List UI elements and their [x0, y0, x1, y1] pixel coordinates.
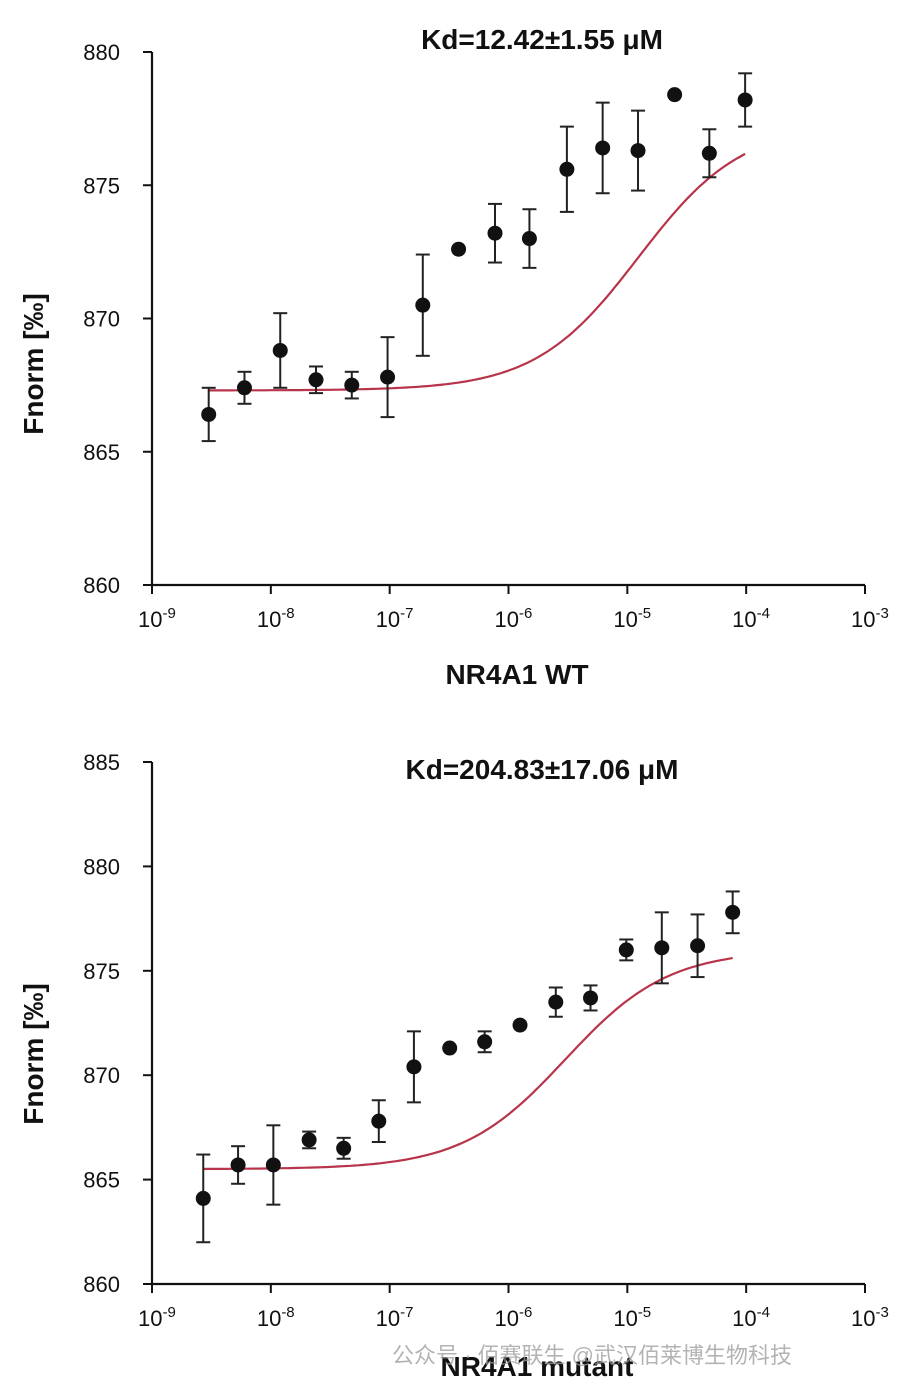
data-point	[667, 87, 683, 103]
data-point	[654, 940, 670, 956]
y-tick-label: 885	[83, 750, 120, 775]
x-tick-base: 10	[851, 607, 875, 632]
x-tick-base: 10	[732, 1306, 756, 1331]
chart-title: Kd=12.42±1.55 μM	[421, 24, 663, 55]
y-tick-label: 875	[83, 959, 120, 984]
fit-curve	[203, 957, 733, 1171]
x-tick-exponent: -8	[281, 1304, 294, 1321]
data-point	[236, 380, 252, 396]
data-point	[406, 1059, 422, 1075]
data-point	[201, 406, 217, 422]
data-point	[559, 161, 575, 177]
data-point	[725, 904, 741, 920]
data-point	[195, 1190, 211, 1206]
watermark-text: 公众号 · 佰赛联生 @武汉佰莱博生物科技	[392, 1343, 792, 1368]
x-tick-exponent: -7	[400, 1304, 413, 1321]
x-tick-label: 10-3	[851, 1304, 889, 1331]
data-point	[630, 143, 646, 159]
x-tick-label: 10-9	[138, 605, 176, 632]
x-tick-exponent: -4	[757, 1304, 770, 1321]
x-tick-exponent: -6	[519, 605, 532, 622]
data-point	[618, 942, 634, 958]
x-tick-exponent: -5	[638, 1304, 651, 1321]
data-point	[477, 1034, 493, 1050]
y-tick-label: 870	[83, 1063, 120, 1088]
x-tick-exponent: -6	[519, 1304, 532, 1321]
x-tick-base: 10	[613, 1306, 637, 1331]
y-tick-label: 880	[83, 854, 120, 879]
y-tick-label: 860	[83, 573, 120, 598]
data-point	[595, 140, 611, 156]
x-tick-exponent: -7	[400, 605, 413, 622]
y-tick-label: 865	[83, 440, 120, 465]
x-tick-label: 10-4	[732, 1304, 770, 1331]
x-tick-base: 10	[495, 607, 519, 632]
x-tick-label: 10-7	[376, 1304, 414, 1331]
x-tick-exponent: -9	[162, 605, 175, 622]
data-point	[487, 225, 503, 241]
x-tick-exponent: -3	[875, 1304, 888, 1321]
x-tick-base: 10	[495, 1306, 519, 1331]
data-point	[380, 369, 396, 385]
x-tick-base: 10	[732, 607, 756, 632]
x-tick-base: 10	[257, 607, 281, 632]
x-axis-label: NR4A1 mutant	[441, 1351, 634, 1382]
x-tick-base: 10	[257, 1306, 281, 1331]
x-tick-label: 10-5	[613, 1304, 651, 1331]
y-tick-label: 875	[83, 173, 120, 198]
x-tick-exponent: -4	[757, 605, 770, 622]
data-point	[272, 342, 288, 358]
x-tick-base: 10	[851, 1306, 875, 1331]
y-axis-label: Fnorm [‰]	[18, 293, 49, 435]
fit-curve	[208, 152, 746, 392]
x-tick-label: 10-4	[732, 605, 770, 632]
data-point	[336, 1140, 352, 1156]
data-point	[512, 1017, 528, 1033]
x-tick-base: 10	[613, 607, 637, 632]
data-point	[690, 938, 706, 954]
x-tick-base: 10	[138, 1306, 162, 1331]
y-axis-label: Fnorm [‰]	[18, 983, 49, 1125]
data-point	[583, 990, 599, 1006]
x-tick-label: 10-3	[851, 605, 889, 632]
x-tick-label: 10-5	[613, 605, 651, 632]
data-point	[521, 231, 537, 247]
x-axis-label: NR4A1 WT	[445, 659, 588, 690]
data-point	[442, 1040, 458, 1056]
x-tick-exponent: -3	[875, 605, 888, 622]
x-tick-label: 10-6	[495, 605, 533, 632]
chart-panel-wt: Kd=12.42±1.55 μM Fnorm [‰] NR4A1 WT 880 8…	[18, 24, 889, 690]
data-point	[265, 1157, 281, 1173]
x-tick-exponent: -5	[638, 605, 651, 622]
x-tick-label: 10-6	[495, 1304, 533, 1331]
data-point	[701, 145, 717, 161]
data-point	[415, 297, 431, 313]
x-tick-label: 10-8	[257, 605, 295, 632]
x-tick-exponent: -8	[281, 605, 294, 622]
data-point	[371, 1113, 387, 1129]
data-point	[230, 1157, 246, 1173]
data-point	[344, 377, 360, 393]
x-tick-base: 10	[376, 1306, 400, 1331]
x-tick-label: 10-9	[138, 1304, 176, 1331]
x-tick-base: 10	[138, 607, 162, 632]
data-point	[548, 994, 564, 1010]
data-point	[301, 1132, 317, 1148]
x-tick-base: 10	[376, 607, 400, 632]
chart-panel-mutant: Kd=204.83±17.06 μM Fnorm [‰] NR4A1 mutan…	[18, 750, 889, 1382]
x-tick-label: 10-8	[257, 1304, 295, 1331]
x-tick-exponent: -9	[162, 1304, 175, 1321]
data-point	[737, 92, 753, 108]
y-tick-label: 870	[83, 307, 120, 332]
chart-title: Kd=204.83±17.06 μM	[406, 754, 679, 785]
y-tick-label: 860	[83, 1272, 120, 1297]
x-tick-label: 10-7	[376, 605, 414, 632]
data-point	[451, 241, 467, 257]
data-point	[308, 372, 324, 388]
y-tick-label: 865	[83, 1168, 120, 1193]
y-tick-label: 880	[83, 40, 120, 65]
